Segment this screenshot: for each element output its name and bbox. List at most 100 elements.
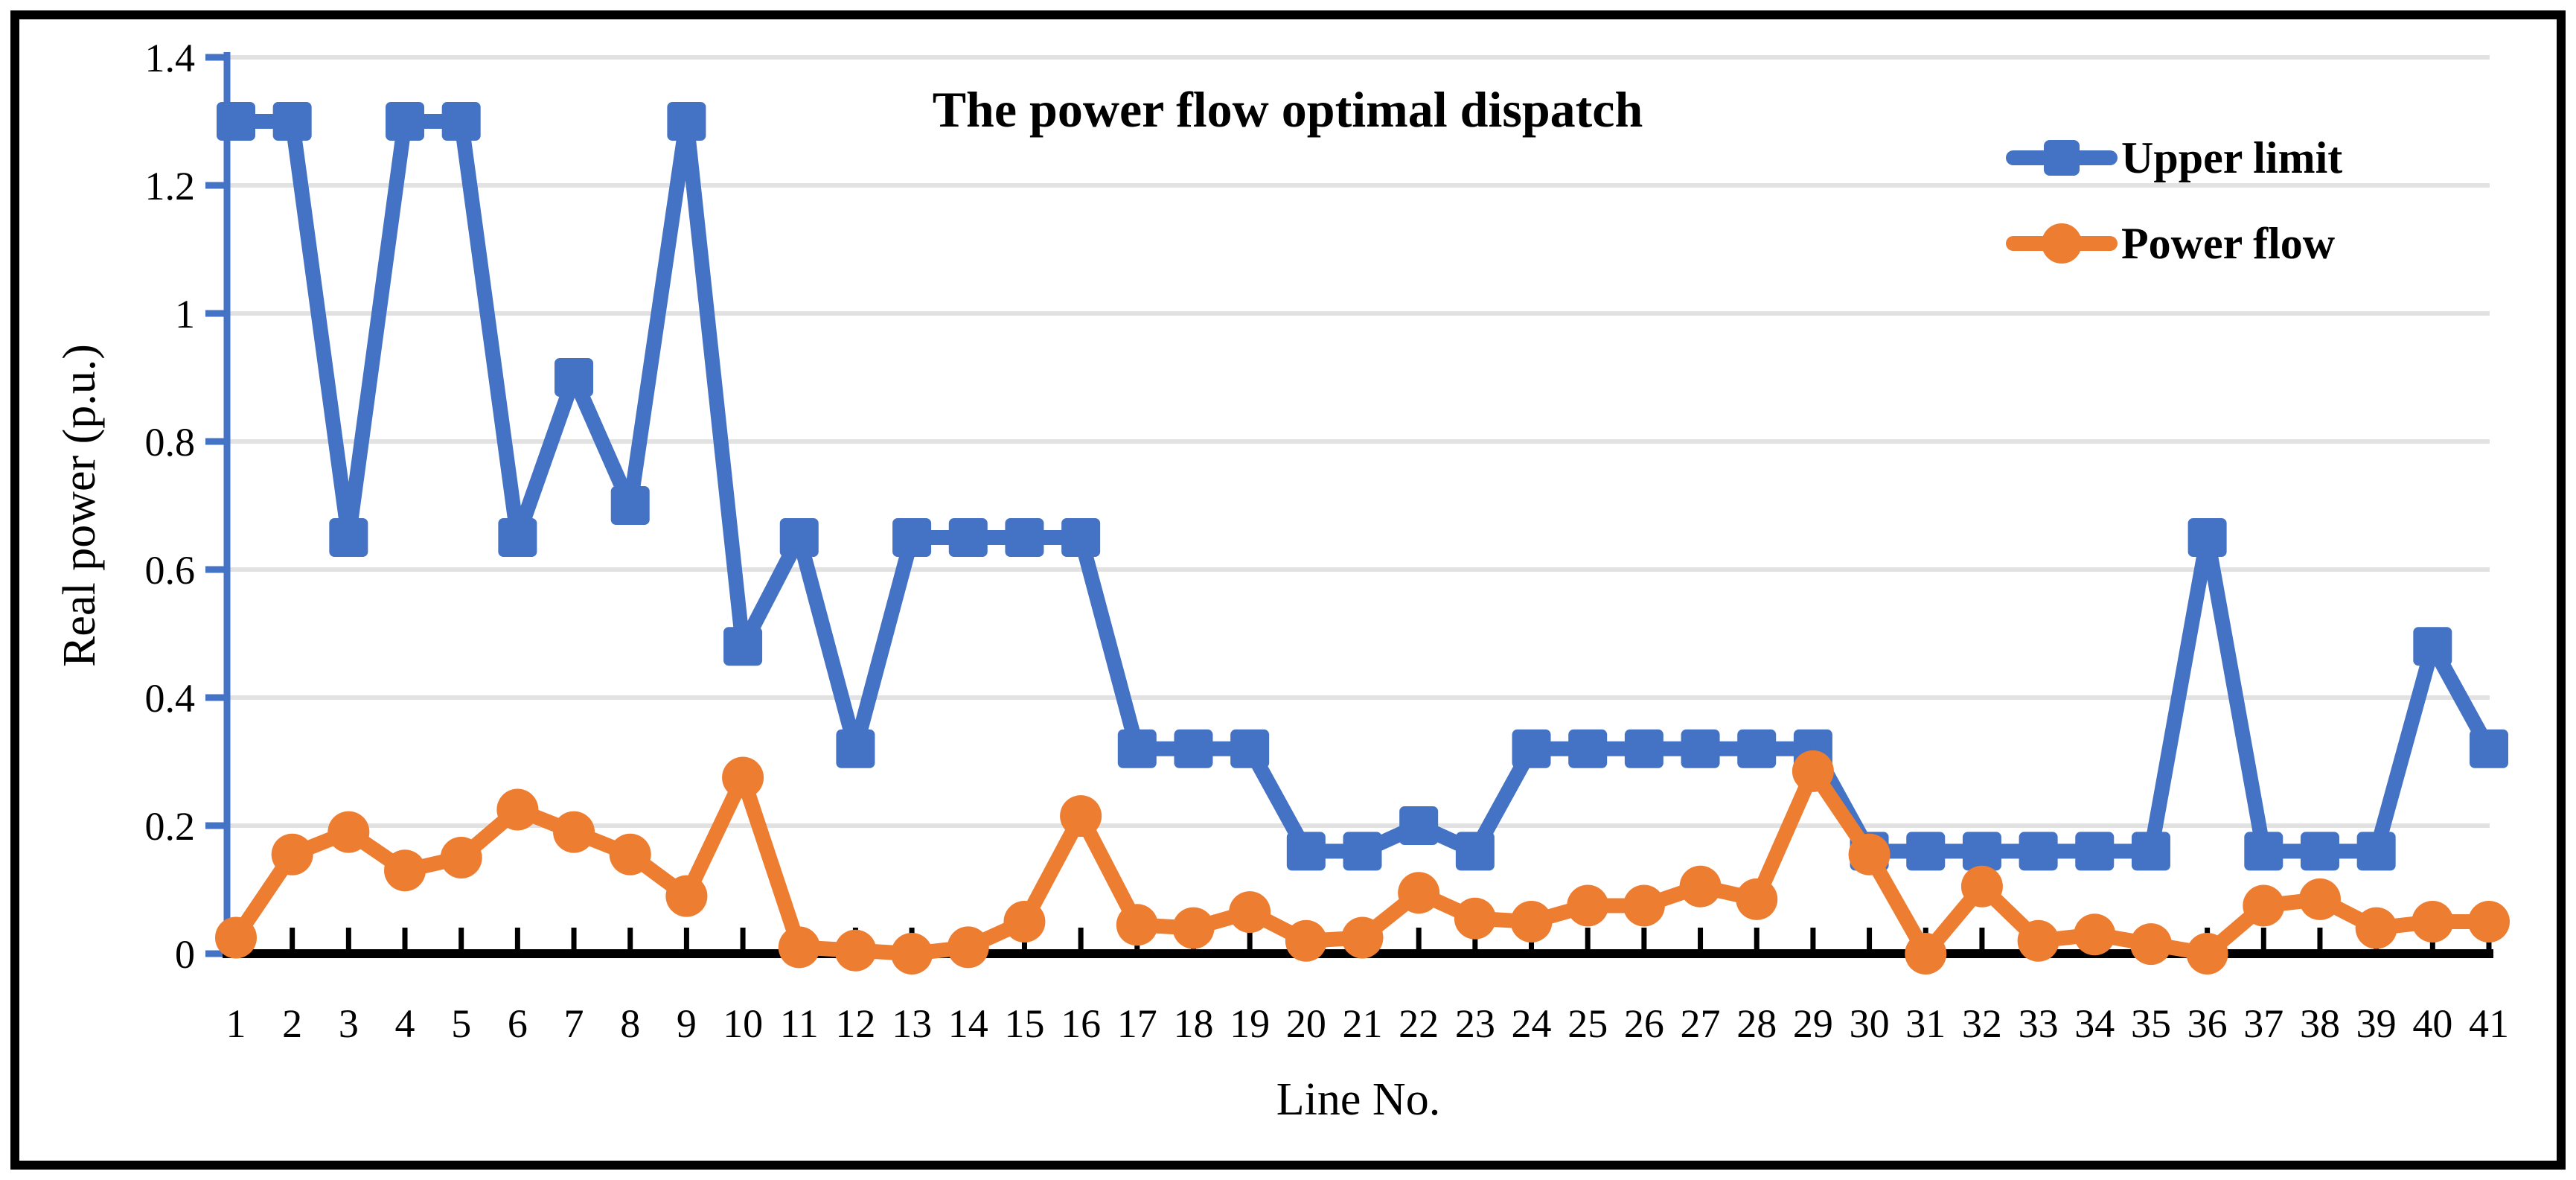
- power-flow-marker: [2017, 919, 2059, 962]
- upper-limit-marker: [1962, 832, 2001, 871]
- upper-limit-marker: [836, 729, 875, 768]
- upper-limit-marker: [2019, 832, 2058, 871]
- power-flow-marker: [1172, 907, 1215, 949]
- power-flow-marker: [2074, 913, 2116, 956]
- upper-limit-marker: [1737, 729, 1777, 768]
- x-tick-label: 25: [1567, 1001, 1608, 1046]
- y-tick-label: 1: [175, 292, 195, 337]
- upper-limit-legend-square-marker: [2044, 140, 2080, 176]
- x-tick-label: 7: [564, 1001, 584, 1046]
- upper-limit-marker: [2187, 518, 2227, 557]
- upper-limit-marker: [1624, 729, 1663, 768]
- power-flow-marker: [834, 929, 877, 972]
- power-flow-marker: [1060, 795, 1102, 838]
- upper-limit-marker: [1399, 806, 1439, 845]
- y-tick-label: 0.2: [145, 804, 196, 849]
- power-flow-marker: [553, 811, 595, 853]
- power-flow-marker: [778, 926, 820, 969]
- x-tick-label: 15: [1004, 1001, 1044, 1046]
- x-tick-label: 27: [1681, 1001, 1721, 1046]
- x-tick-label: 17: [1117, 1001, 1157, 1046]
- x-tick-label: 6: [508, 1001, 528, 1046]
- x-tick-label: 14: [948, 1001, 988, 1046]
- power-flow-marker: [271, 833, 313, 876]
- x-tick-label: 20: [1286, 1001, 1326, 1046]
- x-tick-label: 38: [2300, 1001, 2340, 1046]
- x-tick-label: 9: [677, 1001, 697, 1046]
- x-tick-label: 18: [1173, 1001, 1213, 1046]
- power-flow-legend-label: Power flow: [2121, 219, 2336, 268]
- upper-limit-marker: [441, 102, 481, 141]
- upper-limit-marker: [1512, 729, 1551, 768]
- power-flow-marker: [1567, 884, 1609, 927]
- x-tick-label: 4: [395, 1001, 415, 1046]
- x-tick-label: 1: [226, 1001, 246, 1046]
- power-flow-legend-circle-marker: [2042, 223, 2082, 264]
- power-flow-marker: [1398, 872, 1440, 914]
- upper-limit-legend-label: Upper limit: [2121, 133, 2342, 182]
- upper-limit-marker: [667, 102, 706, 141]
- upper-limit-marker: [329, 518, 368, 557]
- upper-limit-marker: [2470, 729, 2508, 768]
- x-tick-label: 26: [1624, 1001, 1664, 1046]
- upper-limit-marker: [554, 358, 594, 397]
- power-flow-marker: [2412, 901, 2454, 943]
- power-flow-marker: [947, 926, 989, 969]
- y-tick-label: 0: [175, 932, 195, 977]
- x-tick-label: 29: [1793, 1001, 1833, 1046]
- upper-limit-marker: [498, 518, 537, 557]
- x-tick-label: 5: [451, 1001, 471, 1046]
- power-flow-marker: [1848, 833, 1891, 876]
- power-flow-marker: [1454, 897, 1496, 940]
- x-tick-label: 16: [1061, 1001, 1101, 1046]
- power-flow-marker: [609, 833, 651, 876]
- power-flow-marker: [1623, 884, 1665, 927]
- series-power-flow: [215, 750, 2510, 975]
- x-tick-label: 34: [2074, 1001, 2115, 1046]
- power-flow-marker: [2468, 901, 2510, 943]
- legend-item-upper-limit: Upper limit: [2006, 133, 2342, 182]
- x-tick-label: 12: [835, 1001, 875, 1046]
- y-tick-label: 1.2: [145, 164, 196, 208]
- power-flow-marker: [1905, 933, 1947, 975]
- y-tick-label: 0.6: [145, 548, 196, 593]
- legend: Upper limit Power flow: [2006, 133, 2342, 268]
- upper-limit-marker: [2075, 832, 2115, 871]
- power-flow-marker: [2298, 878, 2341, 920]
- x-tick-label: 33: [2019, 1001, 2059, 1046]
- chart-title: The power flow optimal dispatch: [933, 81, 1643, 138]
- y-axis-tick-labels: 0 0.2 0.4 0.6 0.8 1 1.2 1.4: [145, 36, 196, 977]
- y-axis-title: Real power (p.u.): [54, 344, 105, 667]
- y-tick-label: 1.4: [145, 36, 196, 80]
- upper-limit-marker: [272, 102, 312, 141]
- x-axis-tick-labels: 1 2 3 4 5 6 7 8 9 10 11 12 13 14 15 16 17 18 19 20 21 22 23 24 2…: [226, 1001, 2510, 1046]
- upper-limit-marker: [779, 518, 819, 557]
- power-flow-marker: [665, 875, 708, 917]
- y-tick-label: 0.4: [145, 676, 196, 721]
- upper-limit-marker: [2413, 627, 2452, 666]
- upper-limit-marker: [1906, 832, 1946, 871]
- x-tick-label: 24: [1512, 1001, 1552, 1046]
- x-tick-label: 21: [1343, 1001, 1383, 1046]
- x-tick-label: 22: [1399, 1001, 1439, 1046]
- upper-limit-marker: [1174, 729, 1213, 768]
- series-upper-limit: [217, 102, 2508, 871]
- power-flow-marker: [1510, 901, 1553, 943]
- upper-limit-marker: [2356, 832, 2396, 871]
- upper-limit-marker: [2300, 832, 2339, 871]
- upper-limit-marker: [723, 627, 763, 666]
- x-tick-label: 30: [1850, 1001, 1890, 1046]
- upper-limit-marker: [1681, 729, 1720, 768]
- power-flow-marker: [1736, 878, 1778, 920]
- x-tick-label: 3: [339, 1001, 359, 1046]
- power-flow-marker: [1792, 750, 1834, 792]
- power-flow-marker: [496, 788, 539, 831]
- power-flow-marker: [2243, 884, 2285, 927]
- x-tick-label: 35: [2131, 1001, 2171, 1046]
- power-flow-marker: [384, 849, 426, 892]
- power-flow-marker: [1003, 901, 1046, 943]
- power-flow-marker: [1229, 891, 1271, 934]
- upper-limit-marker: [1455, 832, 1495, 871]
- x-tick-label: 10: [723, 1001, 763, 1046]
